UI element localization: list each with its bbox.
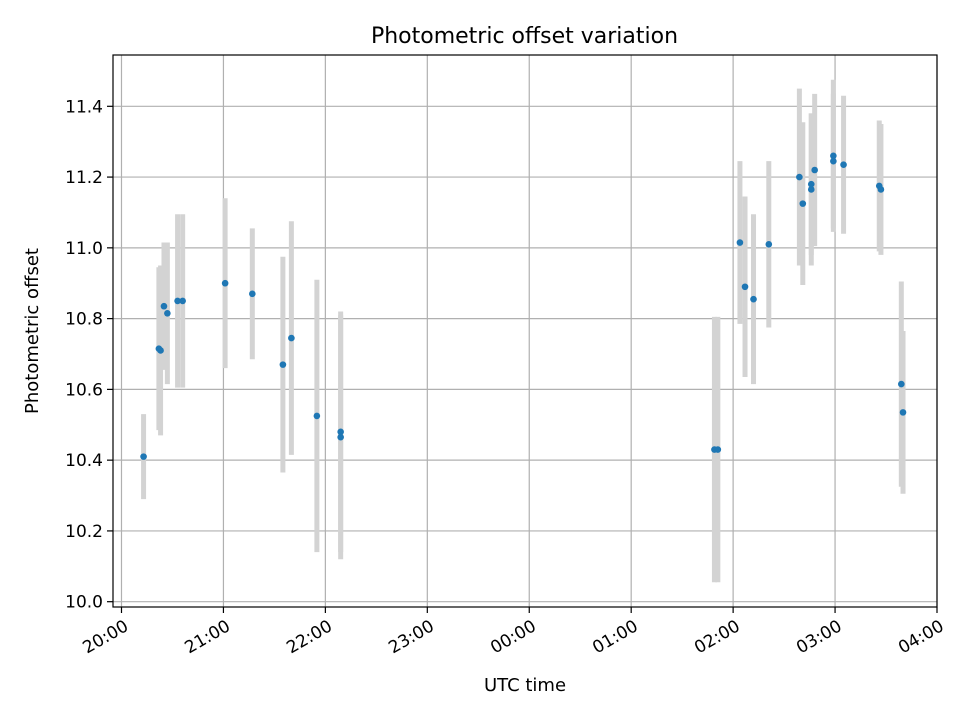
data-point [765, 241, 773, 248]
data-point [140, 453, 147, 460]
data-point [160, 302, 168, 310]
y-tick-label: 11.2 [65, 168, 103, 188]
y-tick-label: 11.4 [65, 97, 103, 117]
data-point [840, 161, 847, 168]
data-point [249, 290, 256, 298]
chart-title: Photometric offset variation [371, 24, 678, 49]
data-point [807, 186, 815, 193]
y-tick-label: 10.6 [65, 380, 103, 400]
data-point [714, 446, 722, 453]
data-point [337, 428, 344, 436]
data-point [221, 279, 229, 287]
data-point [796, 173, 803, 181]
data-point [179, 297, 186, 305]
y-tick-label: 10.2 [65, 522, 103, 542]
data-point [799, 200, 807, 207]
data-point [830, 152, 837, 160]
data-point [830, 157, 837, 165]
data-point [279, 361, 287, 368]
y-tick-label: 10.4 [65, 451, 103, 471]
data-point [174, 297, 181, 305]
data-point [807, 180, 815, 188]
y-tick-label: 11.0 [65, 239, 103, 259]
data-point [736, 239, 744, 246]
data-point [877, 186, 885, 193]
data-point [899, 409, 907, 416]
data-point [741, 283, 749, 291]
data-point [157, 347, 164, 354]
data-point [811, 166, 818, 174]
x-axis-label: UTC time [484, 675, 566, 696]
data-point [898, 380, 905, 388]
y-tick-label: 10.0 [65, 593, 103, 613]
data-point [288, 334, 295, 342]
y-tick-label: 10.8 [65, 310, 103, 330]
plot-area [112, 54, 938, 608]
data-point [313, 412, 321, 420]
data-point [164, 310, 171, 317]
y-axis: 10.0 10.2 10.4 10.6 10.8 11.0 11.2 11.4 [65, 97, 113, 613]
data-point [337, 433, 344, 441]
plot-frame [112, 54, 938, 608]
data-point [750, 295, 757, 303]
data-points [140, 152, 907, 460]
y-axis-label: Photometric offset [22, 248, 43, 414]
